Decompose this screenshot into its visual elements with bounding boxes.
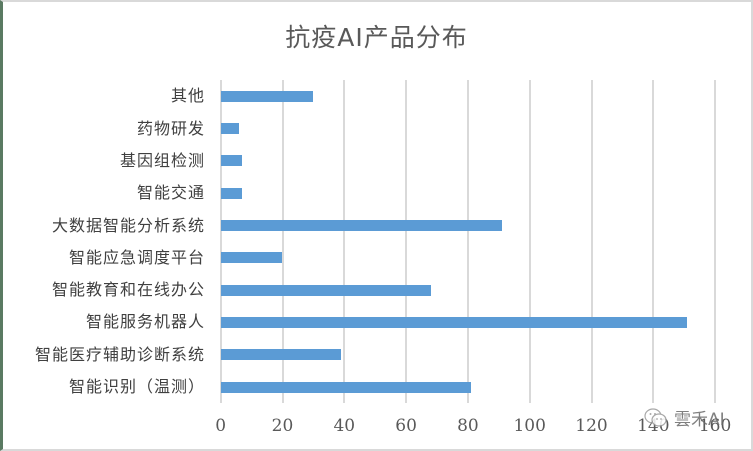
x-tick-label: 120 bbox=[575, 416, 608, 436]
watermark: 雲禾AI bbox=[644, 405, 725, 430]
gridline bbox=[405, 80, 408, 403]
gridline bbox=[714, 80, 717, 403]
gridline bbox=[343, 80, 346, 403]
bar bbox=[220, 123, 240, 135]
gridline bbox=[219, 80, 222, 403]
bar bbox=[220, 381, 471, 393]
bar bbox=[220, 220, 502, 231]
category-label: 其他 bbox=[170, 86, 205, 106]
gridline bbox=[281, 80, 284, 403]
category-label: 智能教育和在线办公 bbox=[51, 280, 205, 300]
gridline bbox=[528, 80, 531, 403]
category-label: 药物研发 bbox=[136, 118, 205, 138]
x-tick-label: 0 bbox=[215, 416, 227, 436]
x-tick-label: 160 bbox=[698, 416, 732, 436]
bar bbox=[220, 187, 243, 199]
bar bbox=[220, 252, 283, 264]
category-label: 智能识别（温测） bbox=[68, 377, 205, 396]
bar bbox=[220, 90, 314, 102]
chart-title: 抗疫AI产品分布 bbox=[285, 23, 468, 52]
bar bbox=[220, 349, 342, 361]
bar bbox=[220, 316, 688, 328]
bar bbox=[220, 155, 243, 167]
category-label: 智能交通 bbox=[136, 183, 205, 203]
x-tick-label: 60 bbox=[395, 416, 417, 436]
gridline bbox=[590, 80, 593, 403]
x-tick-label: 100 bbox=[513, 416, 546, 436]
x-tick-label: 20 bbox=[271, 416, 294, 436]
wechat-icon bbox=[644, 407, 667, 427]
category-label: 大数据智能分析系统 bbox=[51, 215, 205, 235]
x-tick-label: 40 bbox=[333, 416, 356, 436]
gridline bbox=[466, 80, 469, 403]
bar bbox=[220, 284, 431, 296]
gridline bbox=[652, 80, 655, 403]
category-label: 智能应急调度平台 bbox=[68, 247, 205, 267]
category-label: 基因组检测 bbox=[119, 150, 205, 170]
watermark-text: 雲禾AI bbox=[674, 410, 725, 430]
category-label: 智能医疗辅助诊断系统 bbox=[34, 344, 205, 364]
category-label: 智能服务机器人 bbox=[85, 312, 205, 332]
x-tick-label: 80 bbox=[457, 416, 479, 436]
